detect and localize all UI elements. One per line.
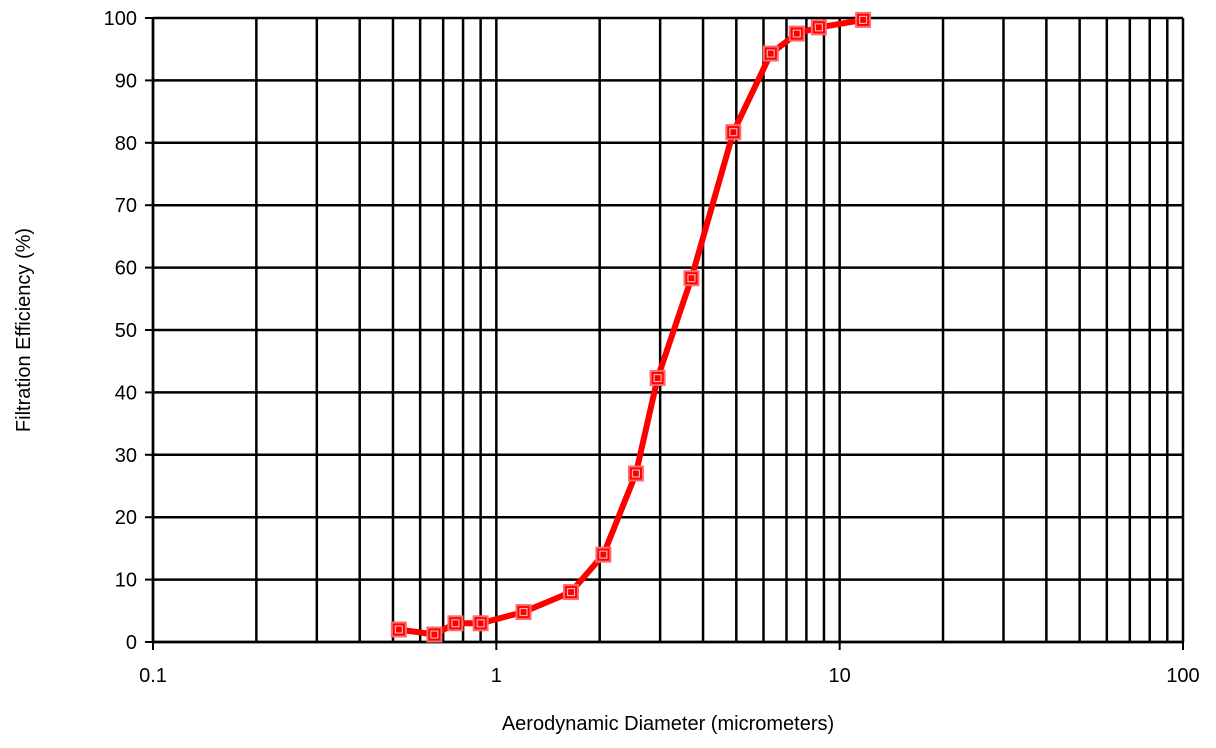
data-point-inner — [687, 274, 696, 283]
y-tick-label: 60 — [115, 258, 137, 280]
data-point-inner — [792, 29, 801, 38]
data-point-inner — [729, 128, 738, 137]
data-point — [649, 370, 666, 387]
data-point-inner — [766, 49, 775, 58]
data-point — [627, 465, 644, 482]
data-point-inner — [394, 625, 403, 634]
series-line — [395, 16, 867, 638]
data-point — [390, 621, 407, 638]
y-tick-label: 90 — [115, 70, 137, 92]
data-point-inner — [653, 373, 662, 383]
y-tick-label: 100 — [104, 8, 137, 30]
y-tick-label: 40 — [115, 382, 137, 404]
y-tick-label: 30 — [115, 445, 137, 467]
grid — [151, 16, 1185, 644]
x-axis-title: Aerodynamic Diameter (micrometers) — [502, 713, 834, 735]
y-tick-label: 10 — [115, 570, 137, 592]
data-point — [447, 615, 464, 632]
axes — [145, 17, 1184, 650]
x-tick-label: 0.1 — [139, 665, 167, 687]
y-tick-label: 0 — [126, 632, 137, 654]
y-tick-label: 80 — [115, 133, 137, 155]
data-point — [810, 19, 827, 36]
y-tick-label: 70 — [115, 195, 137, 217]
data-point — [788, 25, 805, 42]
data-point — [595, 546, 612, 563]
data-point-inner — [599, 550, 608, 559]
data-point — [563, 584, 580, 601]
y-tick-label: 20 — [115, 507, 137, 529]
data-point — [725, 124, 742, 141]
data-point-inner — [430, 630, 439, 639]
tick-labels: 0 10 20 30 40 50 60 70 80 90 100 0.1 1 10 100 — [104, 8, 1200, 687]
data-point-inner — [858, 15, 868, 24]
data-point — [762, 45, 779, 62]
x-tick-label: 1 — [491, 665, 502, 687]
data-point-inner — [566, 587, 576, 597]
data-point — [683, 270, 700, 287]
data-point — [515, 604, 532, 621]
data-point-inner — [519, 607, 528, 617]
data-point-inner — [451, 619, 460, 628]
data-point-inner — [814, 23, 824, 32]
x-tick-label: 100 — [1166, 665, 1199, 687]
x-tick-label: 10 — [829, 665, 851, 687]
y-tick-label: 50 — [115, 320, 137, 342]
data-point — [855, 11, 872, 28]
data-point — [426, 626, 443, 643]
data-point — [472, 615, 489, 632]
series — [390, 11, 872, 643]
data-point-inner — [476, 619, 485, 628]
data-point-inner — [631, 469, 641, 478]
y-axis-title: Filtration Efficiency (%) — [13, 228, 35, 432]
